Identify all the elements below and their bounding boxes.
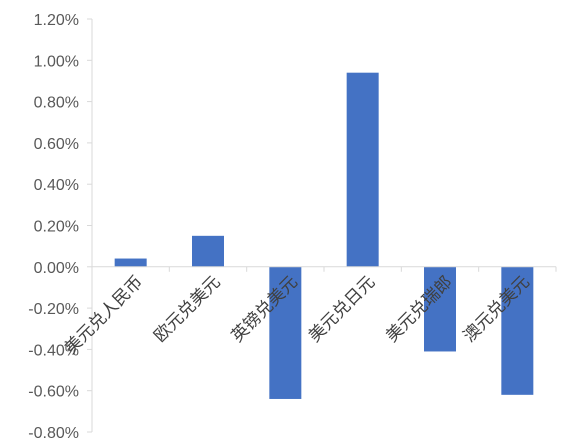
x-axis	[91, 266, 557, 272]
category-label: 欧元兑美元	[150, 272, 224, 346]
bar	[346, 72, 379, 267]
bar	[192, 235, 224, 267]
bar	[424, 266, 456, 352]
y-tick-label: 0.80%	[34, 95, 79, 112]
y-tick-label: 1.20%	[34, 12, 79, 29]
y-tick-label: 1.00%	[34, 53, 79, 70]
y-tick-label: 0.60%	[34, 136, 79, 153]
bar	[114, 258, 147, 267]
y-tick-label: -0.40%	[28, 342, 79, 359]
bars	[114, 72, 534, 399]
y-tick-label: 0.00%	[34, 260, 79, 277]
y-tick-label: -0.60%	[28, 384, 79, 401]
category-label: 美元兑日元	[305, 272, 379, 346]
y-axis: 1.20% 1.00% 0.80% 0.60% 0.40% 0.20% 0.00% -0.20…	[28, 12, 93, 442]
bar	[269, 266, 302, 399]
bar	[501, 266, 534, 395]
y-tick-label: -0.20%	[28, 301, 79, 318]
y-tick-label: 0.20%	[34, 219, 79, 236]
y-tick-label: -0.80%	[28, 425, 79, 442]
y-tick-label: 0.40%	[34, 177, 79, 194]
